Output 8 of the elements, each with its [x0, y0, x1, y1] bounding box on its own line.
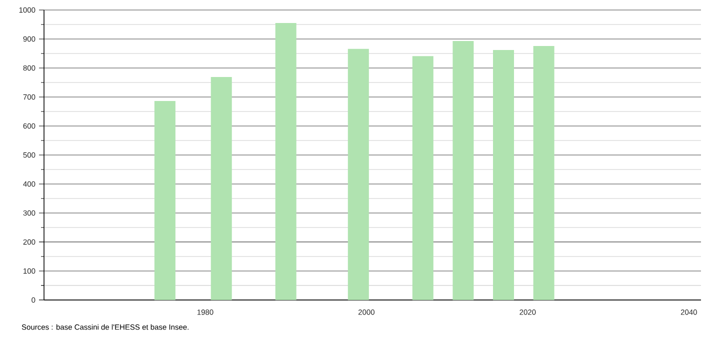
- bar: [452, 41, 474, 300]
- bar: [154, 101, 176, 300]
- bar: [533, 46, 554, 300]
- bar: [348, 48, 369, 300]
- bar: [275, 23, 296, 300]
- bar: [412, 56, 434, 300]
- bar: [210, 76, 232, 300]
- bar: [493, 50, 514, 300]
